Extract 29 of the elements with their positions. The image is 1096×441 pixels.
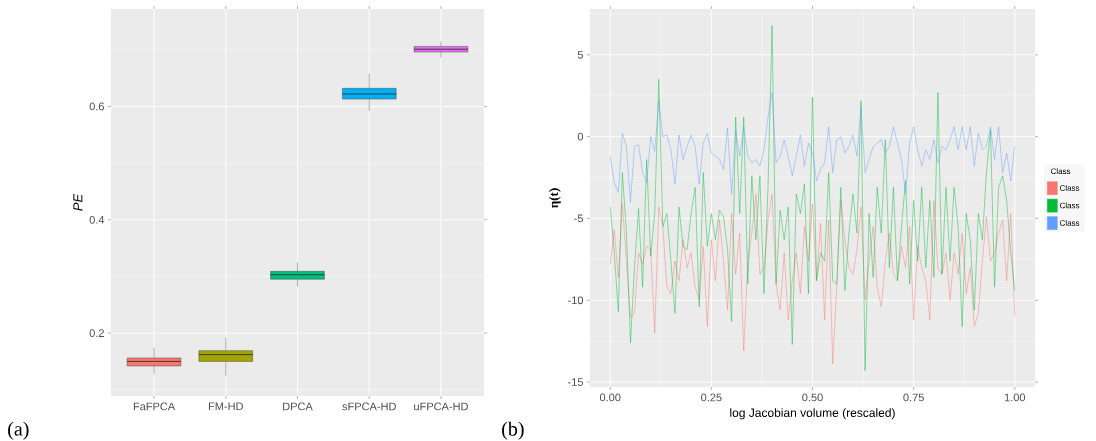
x-tick-label: sFPCA-HD [342,402,396,411]
y-tick-label: -10 [568,296,584,305]
x-tick-label: uFPCA-HD [414,402,468,411]
y-tick-label: -5 [574,214,583,223]
legend-label: Class [1059,202,1080,209]
text: (a) [8,421,29,440]
y-tick-label: 0.4 [89,215,105,224]
text: (b) [502,421,524,440]
x-tick-label: 0.00 [599,393,621,402]
x-tick-label: 0.75 [903,393,924,402]
y-axis-title: η(t) [548,188,561,208]
x-tick-label: 0.25 [701,393,722,402]
line-series [610,25,1015,371]
line-series [610,193,1015,365]
x-tick-label: DPCA [283,402,313,411]
x-tick-label: FM-HD [208,402,243,411]
x-tick-label: FaFPCA [133,402,176,411]
y-tick-label: -15 [568,378,583,386]
legend-label: Class [1059,219,1080,226]
y-tick-label: 0.6 [89,102,104,111]
legend-label: Class [1059,185,1080,191]
x-tick-label: 1.00 [1004,393,1026,402]
y-axis-title: PE [73,193,83,211]
x-axis-title: log Jacobian volume (rescaled) [730,408,895,420]
y-tick-label: 0.2 [89,329,104,337]
legend-title: Class [1050,168,1071,175]
y-tick-label: 0 [577,132,584,141]
x-tick-label: 0.50 [802,393,823,402]
y-tick-label: 5 [577,50,583,59]
